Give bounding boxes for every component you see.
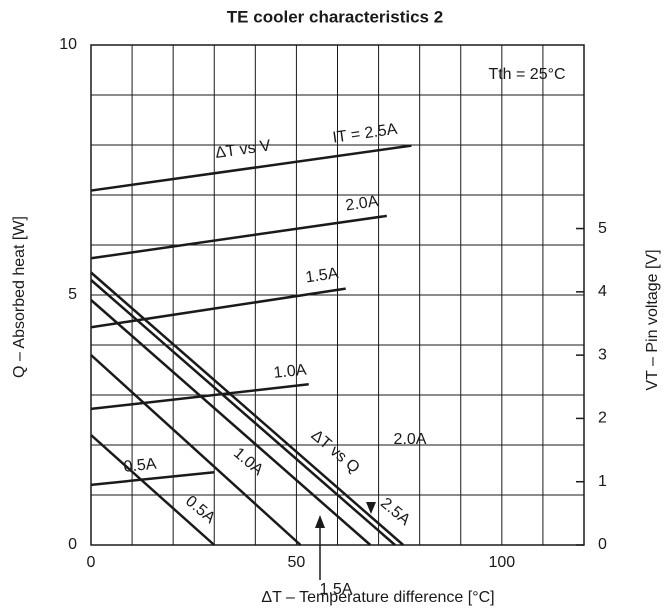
y2-tick-label: 3: [598, 346, 607, 363]
chart-title: TE cooler characteristics 2: [227, 7, 443, 26]
y2-tick-label: 2: [598, 410, 607, 427]
series-label: IT = 2.5A: [332, 121, 399, 147]
line: [90, 279, 396, 546]
x-tick-label: 50: [288, 554, 306, 571]
series-label: 2.0A: [344, 193, 379, 214]
line: [90, 470, 215, 487]
y-tick-label: 0: [68, 536, 77, 553]
x-tick-label: 100: [488, 554, 515, 571]
line: [90, 214, 387, 260]
y2-tick-label: 1: [598, 473, 607, 490]
x-tick-label: 0: [87, 554, 96, 571]
line: [90, 287, 346, 329]
arrow: [366, 502, 376, 514]
y-tick-label: 5: [68, 286, 77, 303]
line: [90, 299, 372, 546]
y-axis-label: Q – Absorbed heat [W]: [11, 216, 28, 378]
x-axis-label: ΔT – Temperature difference [°C]: [261, 589, 494, 606]
series-label: 1.5A: [320, 581, 353, 598]
series-label: 2.0A: [394, 431, 427, 448]
y2-tick-label: 0: [598, 536, 607, 553]
series-label: 1.0A: [273, 362, 308, 382]
line: [90, 382, 309, 411]
y2-tick-label: 5: [598, 220, 607, 237]
annotation: ΔT vs V: [214, 137, 272, 162]
annotation: Tth = 25°C: [488, 66, 565, 83]
y2-axis-label: VT – Pin voltage [V]: [644, 249, 661, 390]
line: [90, 354, 302, 546]
line: [90, 144, 412, 192]
y-tick-label: 10: [59, 36, 77, 53]
line: [90, 434, 216, 546]
series-label: 1.5A: [304, 265, 339, 286]
series-label: 0.5A: [123, 456, 158, 476]
y2-tick-label: 4: [598, 283, 607, 300]
line: [90, 271, 405, 546]
series-label: 2.5A: [377, 495, 413, 529]
